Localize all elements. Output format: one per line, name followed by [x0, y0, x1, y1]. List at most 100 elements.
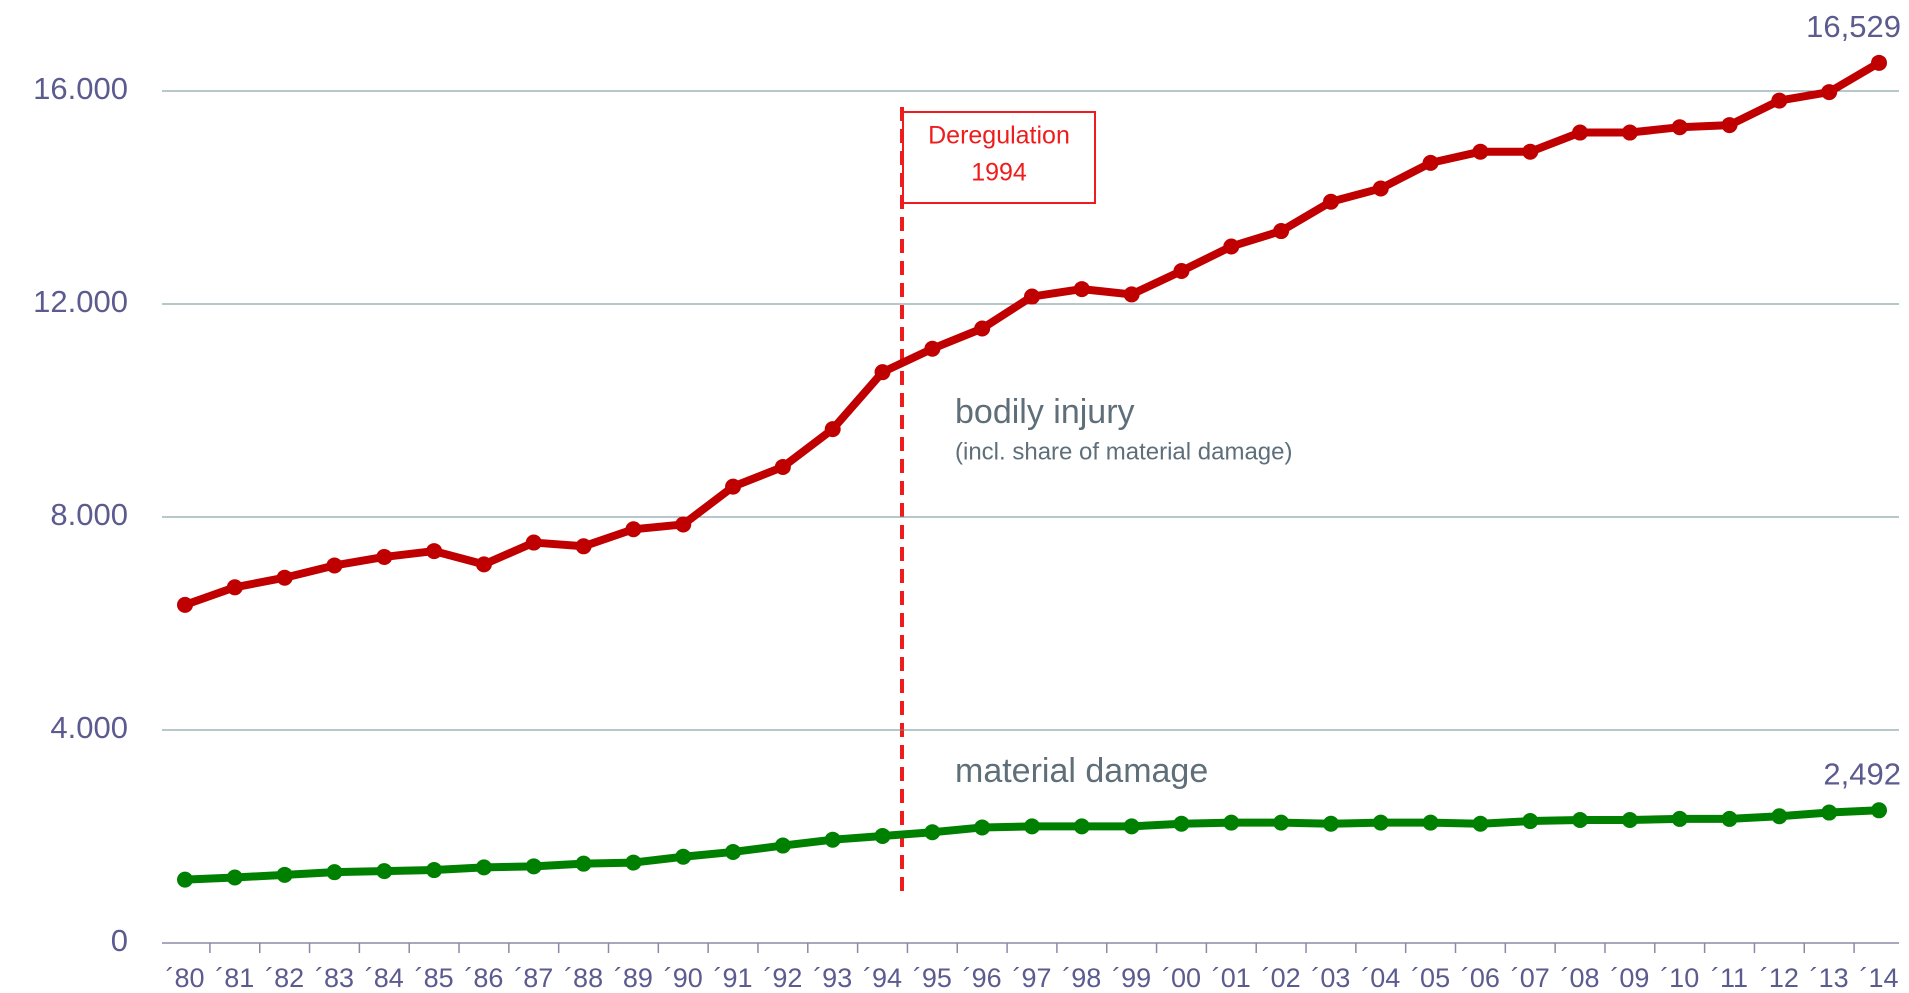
- data-point: [1024, 288, 1040, 305]
- x-tick-label: ´99: [1112, 963, 1151, 993]
- x-tick-label: ´92: [763, 963, 802, 993]
- x-tick-label: ´00: [1162, 963, 1201, 993]
- data-point: [1671, 810, 1688, 827]
- data-point: [924, 824, 941, 841]
- data-point: [1771, 92, 1788, 109]
- x-tick-label: ´86: [464, 963, 503, 993]
- x-tick-label: ´82: [265, 963, 304, 993]
- data-point: [774, 458, 791, 475]
- data-point: [1721, 810, 1738, 827]
- data-point: [1422, 814, 1439, 831]
- y-tick-label: 4.000: [50, 710, 128, 745]
- x-tick-label: ´05: [1411, 963, 1450, 993]
- data-point: [1223, 238, 1240, 255]
- data-point: [725, 843, 742, 860]
- x-tick-label: ´09: [1610, 963, 1649, 993]
- x-tick-label: ´13: [1810, 963, 1849, 993]
- x-tick-label: ´04: [1361, 963, 1400, 993]
- data-point: [376, 863, 393, 880]
- x-tick-label: ´97: [1012, 963, 1051, 993]
- data-point: [1621, 811, 1638, 828]
- data-point: [1372, 180, 1389, 197]
- x-tick-label: ´98: [1062, 963, 1101, 993]
- x-tick-label: ´88: [564, 963, 603, 993]
- data-point: [1522, 813, 1539, 830]
- data-point: [1123, 818, 1140, 835]
- x-tick-label: ´83: [315, 963, 354, 993]
- data-point: [326, 864, 343, 881]
- x-tick-label: ´14: [1859, 963, 1898, 993]
- annotation-text: 1994: [971, 159, 1027, 187]
- data-point: [326, 557, 343, 574]
- y-tick-label: 12.000: [33, 284, 128, 319]
- data-point: [1472, 143, 1489, 160]
- x-tick-label: ´81: [215, 963, 254, 993]
- data-point: [1771, 808, 1788, 825]
- data-point: [974, 320, 991, 337]
- x-tick-label: ´10: [1660, 963, 1699, 993]
- data-point: [625, 854, 642, 871]
- x-tick-label: ´96: [963, 963, 1002, 993]
- x-tick-label: ´02: [1262, 963, 1301, 993]
- data-point: [824, 421, 841, 438]
- data-point: [1123, 286, 1140, 303]
- data-point: [1322, 193, 1339, 210]
- data-point: [276, 866, 293, 883]
- data-point: [1621, 124, 1638, 141]
- x-tick-label: ´11: [1711, 963, 1748, 993]
- data-point: [575, 538, 592, 555]
- data-point: [1422, 154, 1439, 171]
- y-tick-label: 0: [111, 923, 128, 958]
- data-point: [1671, 119, 1688, 136]
- x-tick-label: ´94: [863, 963, 902, 993]
- annotation-text: Deregulation: [928, 122, 1070, 150]
- x-tick-label: ´07: [1511, 963, 1550, 993]
- data-point: [1223, 814, 1240, 831]
- data-point: [226, 869, 243, 886]
- data-point: [226, 579, 243, 596]
- data-point: [426, 862, 443, 879]
- data-point: [1572, 811, 1589, 828]
- series-label: material damage: [955, 752, 1208, 790]
- data-point: [1073, 818, 1090, 835]
- data-point: [874, 364, 891, 381]
- y-tick-label: 8.000: [50, 497, 128, 532]
- data-label: 2,492: [1823, 756, 1901, 791]
- series-label: bodily injury: [955, 393, 1135, 431]
- data-point: [525, 534, 542, 551]
- x-tick-label: ´01: [1212, 963, 1251, 993]
- x-tick-label: ´85: [415, 963, 454, 993]
- data-point: [177, 596, 193, 613]
- data-point: [1721, 117, 1738, 134]
- data-point: [1273, 223, 1290, 240]
- x-tick-label: ´91: [714, 963, 753, 993]
- data-point: [1821, 804, 1838, 821]
- x-tick-label: ´08: [1561, 963, 1600, 993]
- data-point: [1073, 281, 1090, 298]
- data-point: [924, 340, 941, 357]
- x-tick-label: ´95: [913, 963, 952, 993]
- data-point: [575, 855, 592, 872]
- data-point: [376, 548, 393, 565]
- data-point: [1572, 124, 1589, 141]
- data-point: [1821, 84, 1838, 101]
- data-point: [625, 521, 642, 538]
- x-tick-label: ´03: [1311, 963, 1350, 993]
- data-point: [1522, 143, 1539, 160]
- data-point: [725, 478, 742, 495]
- data-point: [1871, 54, 1887, 71]
- y-tick-label: 16.000: [33, 71, 128, 106]
- data-point: [824, 831, 841, 848]
- annotation-box: [902, 111, 1096, 204]
- data-point: [1372, 814, 1389, 831]
- data-point: [675, 848, 692, 865]
- data-point: [974, 819, 991, 836]
- data-point: [276, 569, 293, 586]
- series-sublabel: (incl. share of material damage): [955, 438, 1292, 465]
- data-label: 16,529: [1806, 9, 1901, 44]
- data-point: [1322, 815, 1339, 832]
- data-point: [1024, 818, 1040, 835]
- data-point: [475, 556, 492, 573]
- x-tick-label: ´89: [614, 963, 653, 993]
